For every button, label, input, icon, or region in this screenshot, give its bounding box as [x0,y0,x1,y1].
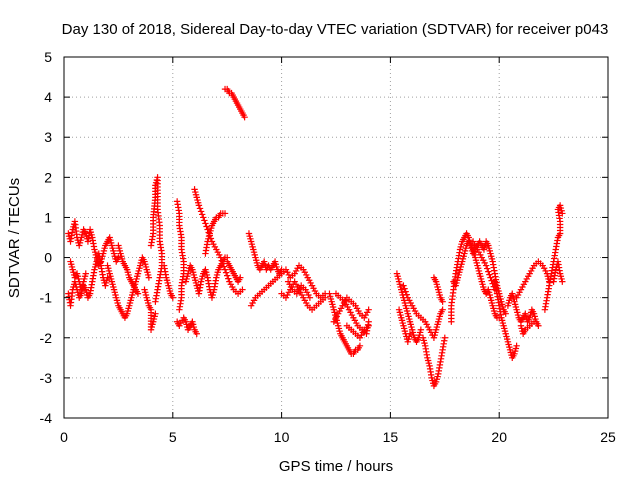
data-point [152,310,159,317]
data-point [218,257,225,264]
data-point [152,298,159,305]
data-point [401,285,408,292]
data-point [195,202,203,209]
data-point [104,274,111,281]
data-point [201,217,208,224]
data-points [65,85,566,390]
data-point [484,265,491,272]
data-point [241,113,248,121]
data-point [225,275,232,282]
data-point [237,274,244,281]
data-point [239,286,246,293]
data-point [198,211,206,218]
axis-ticks: 0 5 10 15 20 25 -4 -3 -2 -1 0 1 2 3 4 5 [40,49,616,445]
y-tick-label: 1 [44,209,52,225]
data-point [486,271,493,278]
x-tick-label: 20 [491,429,507,445]
data-point [400,282,407,289]
x-axis-label: GPS time / hours [279,458,393,475]
data-point [196,205,204,212]
y-tick-label: 4 [44,89,52,105]
data-point [306,294,314,301]
data-point [217,254,224,261]
data-point [134,290,142,297]
data-point [221,266,229,273]
data-point [482,262,490,269]
data-point [441,334,448,341]
data-point [502,310,509,317]
data-point [488,277,495,284]
chart-title: Day 130 of 2018, Sidereal Day-to-day VTE… [62,21,609,38]
data-point [530,318,538,325]
y-tick-label: 2 [44,169,52,185]
y-tick-label: -1 [40,290,53,306]
data-point [321,294,329,301]
data-point [485,268,492,275]
data-point [222,269,230,276]
x-tick-label: 10 [274,429,290,445]
data-point [197,208,205,215]
data-point [219,260,227,267]
data-point [559,278,566,285]
y-axis-label: SDTVAR / TECUs [6,178,23,298]
data-point [176,306,183,313]
grid [64,57,608,418]
data-point [513,342,520,349]
data-point [356,342,364,349]
y-tick-label: 0 [44,250,52,266]
x-tick-label: 25 [600,429,616,445]
data-point [202,220,209,227]
plot-frame [63,56,609,419]
data-point [221,210,229,217]
y-tick-label: -2 [40,330,53,346]
x-tick-label: 5 [169,429,177,445]
data-point [403,291,410,298]
data-point [406,330,414,337]
data-point [439,306,446,313]
x-tick-label: 15 [383,429,399,445]
data-point [203,223,210,230]
data-point [193,330,200,337]
data-point [365,322,372,329]
data-point [402,288,409,295]
x-tick-label: 0 [60,429,68,445]
data-point [145,274,153,281]
y-tick-label: -4 [40,410,53,426]
data-point [169,294,176,301]
data-point [365,306,372,313]
data-point [535,322,542,329]
data-point [439,298,446,305]
y-tick-label: 5 [44,49,52,65]
data-point [224,272,231,279]
y-tick-label: -3 [40,370,53,386]
data-point [487,274,494,281]
data-point [82,270,89,277]
data-point [115,254,122,261]
data-point [200,214,207,221]
data-point [204,226,211,233]
data-point [559,210,566,217]
data-point [417,326,425,333]
data-point [220,263,228,270]
y-tick-label: 3 [44,129,52,145]
